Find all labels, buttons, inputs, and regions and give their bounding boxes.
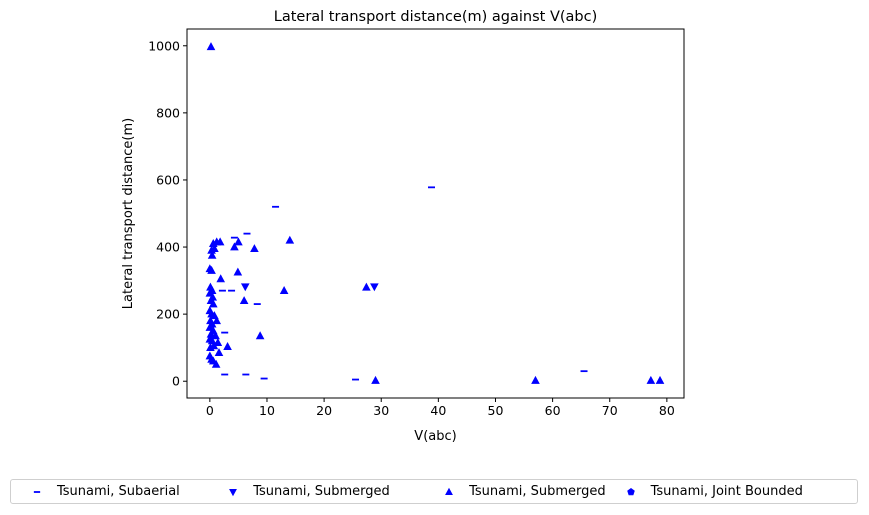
data-point — [371, 375, 380, 384]
data-point — [240, 283, 250, 292]
data-point — [233, 267, 243, 276]
x-tick-label: 50 — [488, 403, 504, 418]
y-tick-label: 800 — [156, 105, 180, 120]
data-point — [207, 250, 217, 259]
legend-item: Tsunami, Submerged — [221, 484, 437, 499]
legend-label: Tsunami, Submerged — [253, 484, 390, 499]
x-axis-label: V(abc) — [414, 429, 456, 444]
data-point — [255, 331, 265, 340]
y-tick-label: 400 — [156, 240, 180, 255]
x-tick-label: 70 — [602, 403, 618, 418]
data-point — [285, 235, 295, 244]
legend-marker — [33, 490, 41, 493]
x-tick-label: 20 — [316, 403, 332, 418]
chart-legend: Tsunami, Subaerial Tsunami, Submerged Tsun… — [10, 479, 858, 504]
legend-marker — [445, 487, 453, 495]
data-point — [211, 331, 220, 340]
x-tick-label: 30 — [373, 403, 389, 418]
data-point — [362, 282, 371, 291]
y-tick-label: 0 — [172, 374, 180, 389]
data-point — [206, 343, 215, 351]
data-point — [250, 244, 259, 253]
data-point — [215, 237, 225, 246]
y-axis-label: Lateral transport distance(m) — [121, 118, 136, 309]
y-tick-label: 1000 — [148, 38, 180, 53]
legend-label: Tsunami, Subaerial — [57, 484, 180, 499]
legend-marker — [229, 488, 238, 496]
data-point — [214, 348, 224, 357]
data-point — [370, 283, 379, 292]
legend-item: Tsunami, Joint Bounded — [619, 484, 857, 499]
data-point — [279, 286, 289, 294]
data-point — [213, 338, 223, 346]
x-tick-label: 60 — [545, 403, 561, 418]
data-point — [230, 242, 239, 251]
y-tick-label: 200 — [156, 307, 180, 322]
data-point — [531, 375, 540, 384]
legend-item: Tsunami, Submerged — [437, 484, 619, 499]
data-point — [646, 375, 656, 384]
y-tick-label: 600 — [156, 172, 180, 187]
legend-item: Tsunami, Subaerial — [11, 484, 221, 499]
data-point — [223, 342, 232, 350]
data-point — [234, 237, 243, 246]
data-point — [205, 322, 215, 331]
x-tick-label: 40 — [430, 403, 446, 418]
data-point — [216, 274, 226, 283]
data-point — [206, 42, 216, 51]
data-point — [239, 296, 249, 305]
data-point — [208, 299, 218, 308]
x-tick-label: 0 — [206, 403, 214, 418]
legend-label: Tsunami, Joint Bounded — [650, 484, 803, 499]
plot-frame — [186, 28, 685, 399]
data-point — [655, 375, 665, 384]
legend-marker — [626, 487, 635, 495]
chart-title: Lateral transport distance(m) against V(… — [274, 9, 598, 25]
data-point — [211, 359, 221, 368]
data-point — [212, 316, 222, 325]
x-tick-label: 80 — [659, 403, 675, 418]
legend-label: Tsunami, Submerged — [469, 484, 606, 499]
x-tick-label: 10 — [259, 403, 275, 418]
data-point — [207, 265, 216, 274]
